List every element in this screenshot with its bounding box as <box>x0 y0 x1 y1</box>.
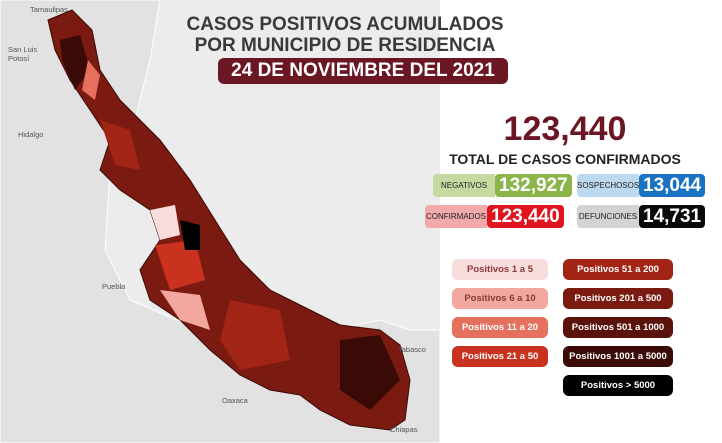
region <box>82 60 100 100</box>
title-line: POR MUNICIPIO DE RESIDENCIA <box>194 35 496 56</box>
region <box>155 240 205 290</box>
stat-label: CONFIRMADOS <box>425 205 487 228</box>
stat-badge: NEGATIVOS 132,927 <box>433 174 572 197</box>
map-label: Puebla <box>102 282 126 291</box>
stat-value: 13,044 <box>639 174 706 197</box>
stat-value: 14,731 <box>639 205 706 228</box>
veracruz <box>47 9 411 431</box>
legend-item: Positivos 11 a 20 <box>452 317 548 338</box>
legend-item: Positivos > 5000 <box>563 375 673 396</box>
stat-value: 123,440 <box>487 205 564 228</box>
stat-label: SOSPECHOSOS <box>577 174 639 197</box>
legend-item: Positivos 1001 a 5000 <box>563 346 673 367</box>
map-label: Tamaulipas <box>30 5 68 14</box>
region <box>180 220 200 250</box>
map-label: San Luis Potosí <box>8 45 38 63</box>
legend-item: Positivos 1 a 5 <box>452 259 548 280</box>
stat-badge: DEFUNCIONES 14,731 <box>577 205 706 228</box>
legend-item: Positivos 51 a 200 <box>563 259 673 280</box>
legend-item: Positivos 201 a 500 <box>563 288 673 309</box>
total-label: TOTAL DE CASOS CONFIRMADOS <box>449 151 681 167</box>
stat-badge: SOSPECHOSOS 13,044 <box>577 174 706 197</box>
region <box>160 290 210 330</box>
map-label: Oaxaca <box>222 396 248 405</box>
map-label: Hidalgo <box>18 130 44 139</box>
region <box>100 120 140 170</box>
total-value: 123,440 <box>503 110 627 148</box>
stat-badge: CONFIRMADOS 123,440 <box>425 205 564 228</box>
title-line: CASOS POSITIVOS ACUMULADOS <box>186 14 504 35</box>
region <box>60 35 90 90</box>
region <box>340 335 400 410</box>
stat-label: NEGATIVOS <box>433 174 495 197</box>
stat-label: DEFUNCIONES <box>577 205 639 228</box>
stat-value: 132,927 <box>495 174 572 197</box>
region <box>150 205 180 240</box>
map-label: Tabasco <box>398 345 426 354</box>
map-label: Chiapas <box>390 425 418 434</box>
legend-item: Positivos 6 a 10 <box>452 288 548 309</box>
region <box>220 300 290 370</box>
legend-item: Positivos 21 a 50 <box>452 346 548 367</box>
date: 24 DE NOVIEMBRE DEL 2021 <box>218 58 508 84</box>
legend-item: Positivos 501 a 1000 <box>563 317 673 338</box>
